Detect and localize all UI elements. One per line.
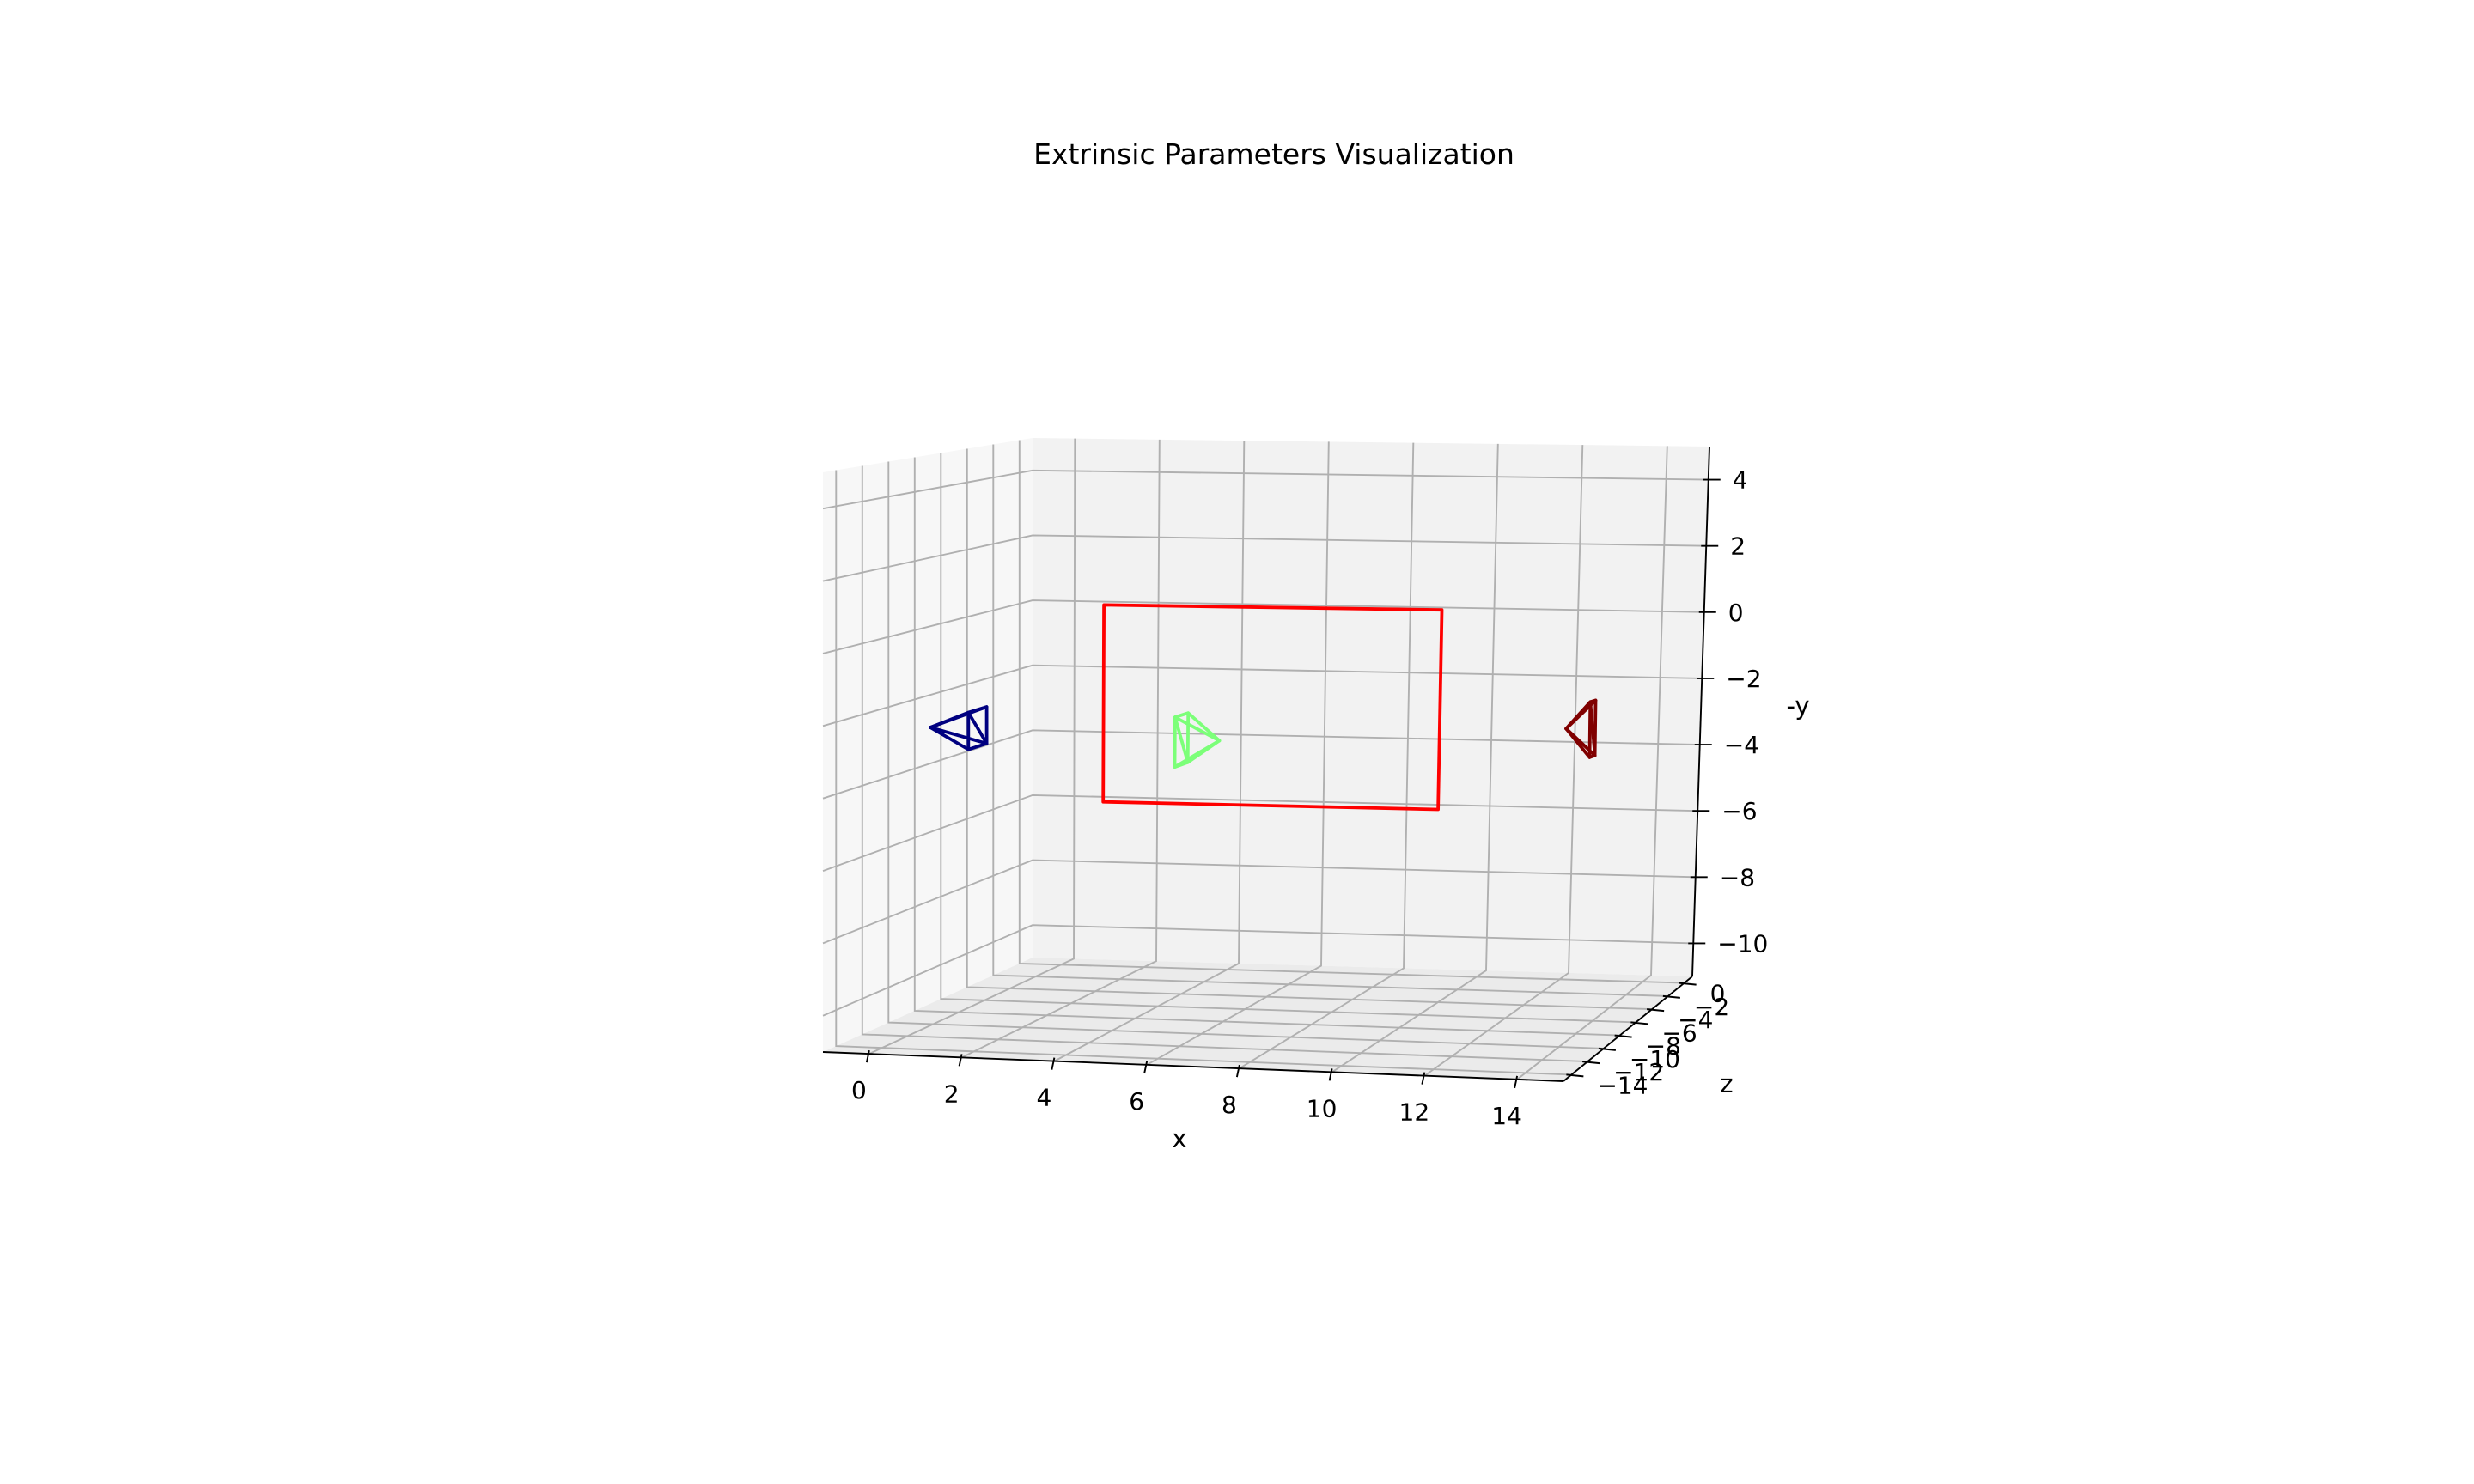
x-grid-line: [1146, 441, 1330, 1066]
z-tick: [1647, 1008, 1665, 1013]
camera-1-frustum-edge: [929, 726, 989, 745]
y-tick-label: −4: [1724, 731, 1759, 759]
x-tick: [1514, 1075, 1519, 1089]
z-tick-label: −2: [1694, 993, 1729, 1021]
x-grid-line: [868, 438, 1076, 1055]
x-tick: [1328, 1068, 1333, 1081]
y-grid-line: [822, 469, 1709, 510]
x-tick-label: 2: [944, 1080, 960, 1108]
y-grid-line: [822, 924, 1694, 1017]
x-tick-label: 4: [1036, 1084, 1051, 1112]
z-grid-line: [887, 461, 1604, 1049]
x-tick-label: 10: [1307, 1094, 1338, 1122]
z-grid-line: [966, 448, 1653, 1011]
x-grid-line: [1331, 443, 1499, 1073]
z-grid-line: [992, 444, 1668, 997]
x-grid-line: [1516, 446, 1668, 1080]
z-axis-label: z: [1720, 1069, 1733, 1098]
axis-lines: [822, 446, 1710, 1082]
z-tick-label: −8: [1646, 1032, 1681, 1061]
x-grid-line: [1423, 445, 1584, 1077]
y-tick-label: 0: [1728, 599, 1744, 627]
grid-lines: [822, 438, 1709, 1080]
floor-pane: [823, 958, 1692, 1081]
camera-3-frustum-edge: [1564, 727, 1592, 759]
y-grid-line: [822, 859, 1696, 945]
camera-3: [1564, 698, 1598, 759]
z-tick: [1679, 982, 1697, 986]
z-tick-label: −14: [1597, 1071, 1648, 1099]
z-tick: [1662, 994, 1680, 999]
x-tick-label: 12: [1399, 1098, 1430, 1127]
z-tick-label: −6: [1661, 1019, 1697, 1047]
x-tick: [1235, 1064, 1240, 1078]
calibration-board: [1101, 603, 1444, 812]
x-tick-label: 0: [851, 1076, 867, 1104]
z-tick: [1566, 1073, 1584, 1078]
x-tick-label: 14: [1491, 1102, 1522, 1130]
x-tick: [865, 1049, 870, 1063]
back-pane: [1033, 438, 1709, 976]
camera-3-diagonal: [1588, 700, 1597, 757]
z-axis-line: [1563, 976, 1693, 1082]
x-tick: [958, 1054, 963, 1067]
z-grid-line: [913, 457, 1620, 1037]
y-tick-label: −2: [1726, 665, 1761, 693]
camera-1-frustum-edge: [929, 726, 971, 751]
y-tick-label: −8: [1720, 863, 1755, 891]
y-grid-line: [822, 534, 1707, 582]
z-tick-label: −10: [1630, 1045, 1680, 1073]
y-tick-label: −6: [1721, 797, 1757, 825]
y-tick-label: 2: [1730, 532, 1746, 561]
y-grid-line: [822, 664, 1703, 727]
z-grid-line: [835, 470, 1572, 1076]
x-axis-label: x: [1172, 1124, 1186, 1153]
y-axis-line: [1691, 446, 1710, 977]
calibration-board-outline: [1101, 603, 1444, 812]
axes-panes: [823, 438, 1709, 1081]
side-pane: [823, 438, 1033, 1052]
camera-2-frustum-edge: [1173, 715, 1222, 743]
x-grid-line: [1053, 441, 1246, 1062]
x-tick-label: 6: [1129, 1087, 1144, 1116]
camera-2-frustum-edge: [1173, 739, 1222, 769]
z-tick-label: −12: [1613, 1058, 1664, 1086]
z-tick: [1630, 1021, 1648, 1025]
camera-1: [929, 705, 989, 751]
camera-2-diagonal: [1173, 715, 1190, 764]
z-grid-line: [940, 453, 1636, 1024]
y-axis-label: -y: [1786, 691, 1809, 721]
x-tick-label: 8: [1222, 1091, 1237, 1119]
y-tick-label: 4: [1733, 466, 1748, 495]
y-tick-label: −10: [1717, 929, 1768, 958]
camera-2: [1173, 711, 1222, 769]
z-grid-line: [861, 465, 1588, 1063]
x-tick: [1143, 1061, 1149, 1074]
plot-objects: [929, 603, 1598, 812]
z-grid-line: [1018, 440, 1685, 984]
z-tick: [1582, 1061, 1600, 1065]
x-axis-line: [822, 1051, 1564, 1082]
camera-2-frustum-edge: [1186, 711, 1222, 743]
y-grid-line: [822, 729, 1700, 800]
tick-marks: [865, 478, 1721, 1089]
z-tick-label: −4: [1678, 1006, 1713, 1034]
z-tick-label: 0: [1710, 980, 1726, 1008]
y-grid-line: [822, 599, 1704, 654]
x-grid-line: [961, 439, 1161, 1059]
y-grid-line: [822, 794, 1698, 872]
camera-1-diagonal: [966, 710, 989, 745]
tick-labels: 0 2 4 6 8 10 12 14420−2−4−6−8−100−2−4−6−8−10−12…: [851, 466, 1768, 1130]
x-tick: [1421, 1072, 1426, 1085]
z-tick: [1614, 1034, 1632, 1038]
x-tick: [1051, 1057, 1056, 1070]
x-grid-line: [1239, 442, 1415, 1069]
chart-title: Extrinsic Parameters Visualization: [1033, 137, 1514, 171]
z-tick: [1598, 1047, 1616, 1051]
camera-1-frustum-edge: [929, 705, 989, 729]
